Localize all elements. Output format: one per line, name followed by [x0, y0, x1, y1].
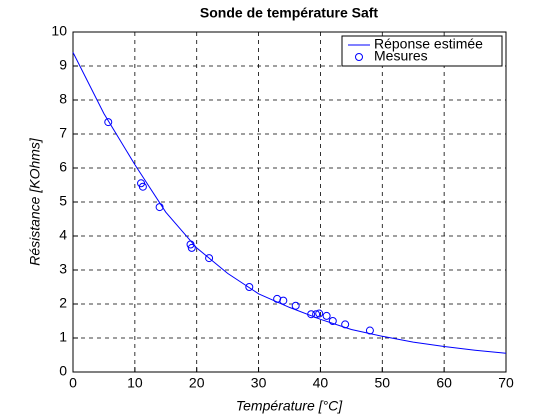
- marker: [307, 310, 316, 319]
- y-tick-label: 2: [59, 295, 67, 311]
- chart-title: Sonde de température Saft: [200, 5, 378, 21]
- marker: [279, 296, 288, 305]
- x-tick-label: 70: [498, 375, 514, 391]
- line: [72, 52, 507, 354]
- y-axis-label: Résistance [KOhms]: [27, 137, 43, 266]
- x-tick-label: 20: [189, 375, 205, 391]
- y-tick-label: 1: [59, 329, 67, 345]
- y-tick-label: 8: [59, 91, 67, 107]
- marker: [186, 240, 195, 249]
- legend-swatch: [355, 53, 363, 61]
- x-axis-label: Température [°C]: [236, 398, 343, 414]
- plot-frame: [72, 31, 507, 373]
- legend-label: Réponse estimée: [374, 36, 483, 52]
- y-tick-label: 10: [51, 23, 67, 39]
- y-tick-label: 0: [59, 363, 67, 379]
- marker: [291, 301, 300, 310]
- y-tick-label: 6: [59, 159, 67, 175]
- legend-box: [341, 35, 503, 67]
- marker: [322, 311, 331, 320]
- marker: [341, 320, 350, 329]
- marker: [205, 254, 214, 263]
- y-tick-label: 7: [59, 125, 67, 141]
- x-tick-label: 0: [69, 375, 77, 391]
- legend-label: Mesures: [374, 48, 428, 64]
- x-tick-label: 10: [127, 375, 143, 391]
- marker: [328, 317, 337, 325]
- y-tick-label: 9: [59, 57, 67, 73]
- marker: [245, 283, 254, 291]
- x-tick-label: 50: [374, 375, 390, 391]
- marker: [155, 203, 164, 212]
- y-tick-label: 5: [59, 193, 67, 209]
- x-tick-label: 40: [313, 375, 329, 391]
- marker: [312, 310, 321, 319]
- marker: [104, 118, 113, 127]
- marker: [187, 243, 196, 252]
- y-tick-label: 4: [59, 227, 67, 243]
- marker: [365, 326, 374, 335]
- marker: [138, 182, 147, 191]
- x-tick-label: 60: [436, 375, 452, 391]
- y-tick-label: 3: [59, 261, 67, 277]
- marker: [315, 309, 324, 318]
- x-tick-label: 30: [251, 375, 267, 391]
